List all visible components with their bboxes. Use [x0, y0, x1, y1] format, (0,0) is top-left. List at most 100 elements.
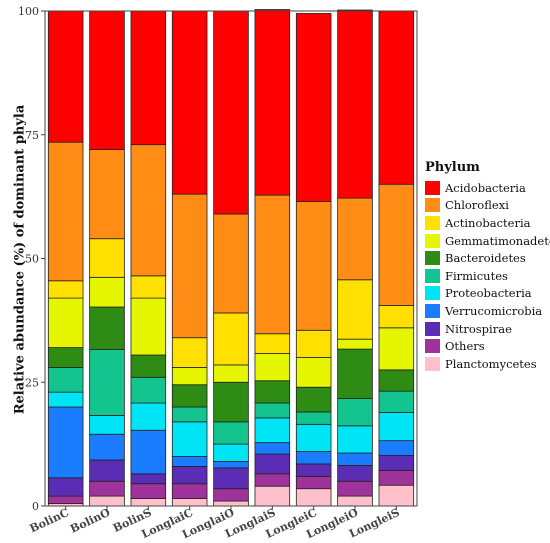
bar-segment-firmicutes-longleio: [337, 398, 373, 427]
bar-segment-acidobacteria-longleio: [337, 9, 373, 199]
bar-segment-actinobacteria-longlais: [254, 333, 291, 354]
bar-segment-others-longlais: [254, 473, 291, 487]
bar-segment-gemmatimonadetes-longleic: [295, 357, 332, 388]
y-tick-label: 50: [25, 253, 39, 266]
bar-segment-planctomycetes-longlais: [254, 485, 291, 507]
bar-segment-proteobacteria-longlais: [254, 417, 291, 444]
bar-segment-acidobacteria-bolinc: [47, 10, 84, 143]
bar-segment-actinobacteria-longleic: [295, 329, 332, 358]
bar-segment-nitrospirae-longleio: [337, 465, 373, 482]
legend-label: Verrucomicrobia: [445, 303, 543, 318]
legend-item-others: Others: [425, 337, 550, 355]
bar-segment-nitrospirae-longleis: [378, 455, 415, 471]
bar-segment-proteobacteria-longleio: [337, 425, 373, 454]
y-tick-label: 25: [25, 376, 39, 389]
bar-segment-proteobacteria-bolino: [89, 415, 125, 435]
bar-segment-verrucomicrobia-longlaic: [171, 456, 208, 467]
bar-segment-proteobacteria-longlaic: [171, 421, 208, 457]
legend-swatch: [425, 215, 440, 230]
legend-label: Gemmatimonadetes: [445, 233, 550, 248]
bars-group: [47, 9, 415, 507]
bar-segment-chloroflexi-longleic: [295, 201, 332, 331]
legend: Phylum Acidobacteria Chloroflexi Actinobac…: [425, 160, 550, 373]
bar-segment-nitrospirae-bolino: [89, 459, 125, 482]
bar-segment-acidobacteria-longleis: [378, 10, 415, 185]
bar-segment-proteobacteria-longleis: [378, 412, 415, 442]
bar-segment-chloroflexi-longlaio: [213, 213, 249, 314]
bar-segment-nitrospirae-longleic: [295, 463, 332, 477]
legend-item-chloroflexi: Chloroflexi: [425, 197, 550, 215]
bar-segment-gemmatimonadetes-bolinc: [47, 297, 84, 349]
bar-segment-firmicutes-longleic: [295, 411, 332, 425]
bar-segment-others-longlaic: [171, 483, 208, 499]
bar-segment-verrucomicrobia-bolino: [89, 433, 125, 461]
bar-segment-proteobacteria-longleic: [295, 423, 332, 452]
legend-swatch: [425, 321, 440, 336]
legend-label: Others: [445, 339, 485, 354]
legend-item-actinobacteria: Actinobacteria: [425, 214, 550, 232]
bar-segment-planctomycetes-longlaio: [213, 500, 249, 507]
legend-label: Nitrospirae: [445, 321, 512, 336]
legend-swatch: [425, 303, 440, 318]
legend-item-nitrospirae: Nitrospirae: [425, 320, 550, 338]
bar-segment-firmicutes-bolino: [89, 349, 125, 416]
legend-swatch: [425, 180, 440, 195]
bar-segment-chloroflexi-longleis: [378, 183, 415, 306]
legend-item-bacteroidetes: Bacteroidetes: [425, 249, 550, 267]
x-tick-label: BolinO: [68, 506, 112, 536]
bar-segment-acidobacteria-longlaio: [213, 10, 249, 215]
legend-item-acidobacteria: Acidobacteria: [425, 179, 550, 197]
bar-segment-actinobacteria-bolinc: [47, 280, 84, 299]
legend-swatch: [425, 198, 440, 213]
bar-segment-others-longleis: [378, 469, 415, 486]
bar-segment-planctomycetes-bolino: [89, 495, 125, 507]
bar-segment-planctomycetes-longlaic: [171, 498, 208, 507]
bar-segment-others-longleic: [295, 475, 332, 490]
bar-segment-nitrospirae-longlaic: [171, 465, 208, 485]
y-axis-label: Relative abundance (%) of dominant phyla: [12, 104, 28, 415]
bar-segment-planctomycetes-longleis: [378, 484, 415, 507]
bar-segment-bacteroidetes-longlaic: [171, 384, 208, 408]
bar-segment-bacteroidetes-longleio: [337, 348, 373, 399]
legend-label: Acidobacteria: [445, 180, 526, 195]
bar-segment-chloroflexi-bolino: [89, 149, 125, 240]
bar-segment-gemmatimonadetes-longlaio: [213, 364, 249, 383]
bar-segment-firmicutes-longlaic: [171, 406, 208, 423]
bar-segment-acidobacteria-longleic: [295, 13, 332, 202]
bar-segment-verrucomicrobia-bolins: [130, 429, 167, 475]
bar-segment-nitrospirae-longlais: [254, 453, 291, 475]
bar-segment-firmicutes-longlais: [254, 402, 291, 419]
bar-segment-actinobacteria-longlaio: [213, 312, 249, 366]
bar-segment-firmicutes-bolinc: [47, 366, 84, 393]
legend-label: Proteobacteria: [445, 286, 532, 301]
legend-title: Phylum: [425, 160, 480, 175]
bar-segment-firmicutes-bolins: [130, 376, 167, 404]
legend-swatch: [425, 286, 440, 301]
bar-segment-chloroflexi-bolinc: [47, 141, 84, 282]
legend-items: Acidobacteria Chloroflexi Actinobacteria Ge…: [425, 179, 550, 373]
bar-segment-proteobacteria-longlaio: [213, 443, 249, 462]
bar-segment-nitrospirae-longlaio: [213, 467, 249, 490]
bar-segment-others-longleio: [337, 480, 373, 497]
bar-segment-others-bolins: [130, 483, 167, 499]
bar-segment-bacteroidetes-longleis: [378, 369, 415, 392]
bar-segment-proteobacteria-bolinc: [47, 391, 84, 408]
bar-segment-gemmatimonadetes-bolins: [130, 297, 167, 356]
y-tick-label: 100: [18, 5, 39, 18]
legend-label: Bacteroidetes: [445, 251, 526, 266]
bar-segment-bacteroidetes-longlaio: [213, 381, 249, 423]
bar-segment-bacteroidetes-bolinc: [47, 347, 84, 368]
legend-swatch: [425, 268, 440, 283]
legend-item-planctomycetes: Planctomycetes: [425, 355, 550, 373]
bar-segment-bacteroidetes-bolino: [89, 306, 125, 350]
legend-item-firmicutes: Firmicutes: [425, 267, 550, 285]
bar-segment-chloroflexi-longlaic: [171, 193, 208, 339]
y-tick-label: 0: [32, 500, 39, 513]
bar-segment-acidobacteria-bolins: [130, 10, 167, 146]
bar-segment-actinobacteria-bolins: [130, 275, 167, 299]
bar-segment-nitrospirae-bolins: [130, 473, 167, 485]
bar-segment-bacteroidetes-longleic: [295, 386, 332, 413]
bar-segment-gemmatimonadetes-longlaic: [171, 366, 208, 386]
bar-segment-planctomycetes-longleic: [295, 488, 332, 507]
